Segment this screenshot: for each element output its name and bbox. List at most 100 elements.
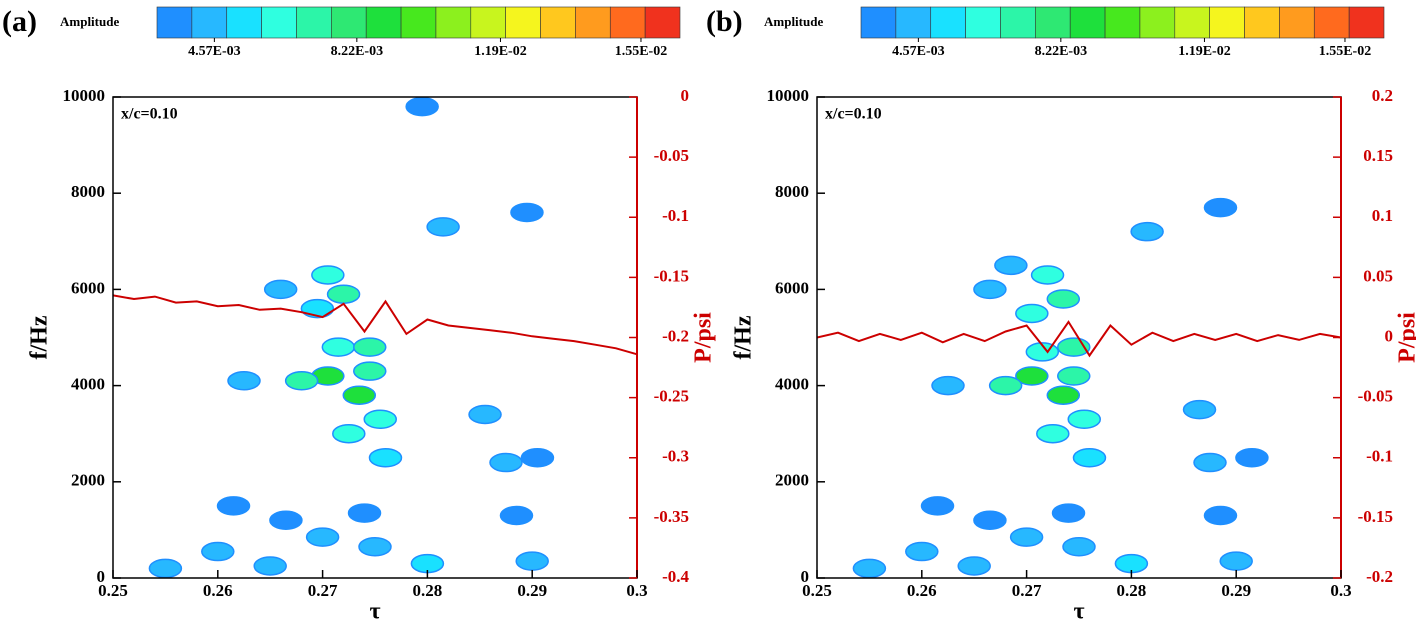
colorbar-swatch xyxy=(895,6,932,39)
y2-tick-label: -0.15 xyxy=(1358,507,1393,526)
spectral-blob xyxy=(1030,265,1065,285)
colorbar-swatch xyxy=(1174,6,1210,39)
spectral-blob xyxy=(1182,399,1217,420)
spectral-blob xyxy=(1015,366,1049,386)
spectral-blob xyxy=(363,409,397,430)
spectral-blob xyxy=(1203,505,1238,526)
colorbar-swatch xyxy=(261,6,297,39)
spectral-blob xyxy=(1009,527,1044,547)
spectral-blob xyxy=(227,371,261,391)
colorbar-swatch xyxy=(1139,6,1176,39)
spectral-blob xyxy=(426,217,460,237)
colorbar-swatch xyxy=(400,6,437,39)
colorbar-swatch xyxy=(1069,6,1106,39)
y2-tick-label: 0.1 xyxy=(1372,206,1393,225)
colorbar-swatch xyxy=(296,6,332,39)
colorbar-swatch xyxy=(1000,6,1036,39)
spectral-blob xyxy=(499,505,534,526)
panel-label: (a) xyxy=(2,5,37,38)
spectral-blob xyxy=(988,375,1023,396)
y2-tick-label: -0.3 xyxy=(662,447,689,466)
spectral-blob xyxy=(920,496,955,516)
x-tick-label: 0.27 xyxy=(308,581,338,600)
colorbar-swatch xyxy=(609,6,646,39)
spectral-blob xyxy=(353,337,387,357)
colorbar-tick-label: 1.19E-02 xyxy=(474,44,527,59)
spectral-blob xyxy=(515,551,549,571)
colorbar-tick-label: 1.55E-02 xyxy=(1319,44,1372,59)
colorbar-swatch xyxy=(1348,6,1385,39)
colorbar-swatch xyxy=(575,6,611,39)
y2-axis-label: P/psi xyxy=(1395,312,1416,363)
colorbar-swatch xyxy=(930,6,966,39)
y2-axis-label: P/psi xyxy=(691,312,717,363)
colorbar-tick-label: 1.19E-02 xyxy=(1178,44,1231,59)
spectral-blob xyxy=(1219,551,1253,571)
y-tick-label: 0 xyxy=(97,567,106,586)
spectral-blob xyxy=(1036,423,1070,444)
colorbar-tick-label: 8.22E-03 xyxy=(1035,44,1088,59)
colorbar-swatch xyxy=(1104,6,1141,39)
y2-tick-label: -0.05 xyxy=(1358,387,1393,406)
spectral-blob xyxy=(1072,448,1107,468)
y2-tick-label: 0.05 xyxy=(1363,266,1393,285)
spectral-blob xyxy=(1015,303,1049,324)
colorbar-swatch xyxy=(644,6,681,39)
x-tick-label: 0.3 xyxy=(626,581,647,600)
y-tick-label: 10000 xyxy=(767,86,810,105)
colorbar-swatch xyxy=(470,6,506,39)
plot-area xyxy=(113,97,637,578)
colorbar-tick-label: 1.55E-02 xyxy=(615,44,668,59)
y2-tick-label: -0.05 xyxy=(654,146,689,165)
colorbar-swatch xyxy=(1244,6,1280,39)
spectral-blob xyxy=(957,556,991,576)
y-tick-label: 8000 xyxy=(775,182,809,201)
x-tick-label: 0.27 xyxy=(1012,581,1042,600)
y-tick-label: 2000 xyxy=(775,471,809,490)
spectral-blob xyxy=(1046,385,1081,405)
spectral-blob xyxy=(905,541,939,562)
y2-tick-label: -0.25 xyxy=(654,387,689,406)
spectral-blob xyxy=(1114,553,1149,574)
x-tick-label: 0.28 xyxy=(1117,581,1147,600)
spectral-blob xyxy=(410,553,445,574)
y2-tick-label: -0.1 xyxy=(662,206,689,225)
colorbar-swatch xyxy=(540,6,576,39)
y-tick-label: 4000 xyxy=(775,375,809,394)
x-tick-label: 0.29 xyxy=(517,581,547,600)
y2-tick-label: -0.1 xyxy=(1366,447,1393,466)
colorbar-swatch xyxy=(331,6,367,39)
y-axis-label: f/Hz xyxy=(27,315,53,359)
spectral-blob xyxy=(311,265,345,285)
x-tick-label: 0.25 xyxy=(802,581,832,600)
y2-tick-label: -0.2 xyxy=(662,326,689,345)
y-tick-label: 6000 xyxy=(775,278,809,297)
y-tick-label: 10000 xyxy=(63,86,106,105)
y-tick-label: 0 xyxy=(801,567,810,586)
spectral-blob xyxy=(468,404,502,425)
colorbar-swatch xyxy=(226,6,262,39)
annotation: x/c=0.10 xyxy=(825,106,882,123)
y2-tick-label: -0.35 xyxy=(654,507,689,526)
spectral-blob xyxy=(1051,503,1086,523)
spectral-blob xyxy=(269,510,303,531)
colorbar-swatch xyxy=(1035,6,1071,39)
colorbar-swatch xyxy=(1209,6,1245,39)
spectral-blob xyxy=(973,279,1007,300)
spectral-blob xyxy=(342,385,377,405)
x-tick-label: 0.26 xyxy=(907,581,937,600)
colorbar-swatch xyxy=(965,6,1001,39)
pressure-line xyxy=(113,294,637,356)
spectral-blob xyxy=(253,556,287,576)
y-tick-label: 8000 xyxy=(71,182,105,201)
spectral-blob xyxy=(321,337,356,357)
x-tick-label: 0.25 xyxy=(98,581,128,600)
spectral-blob xyxy=(931,375,965,396)
colorbar-swatch xyxy=(365,6,402,39)
spectral-blob xyxy=(994,255,1028,276)
y2-tick-label: -0.15 xyxy=(654,266,689,285)
x-tick-label: 0.3 xyxy=(1330,581,1351,600)
spectral-blob xyxy=(1235,448,1269,468)
spectral-blob xyxy=(148,558,183,578)
